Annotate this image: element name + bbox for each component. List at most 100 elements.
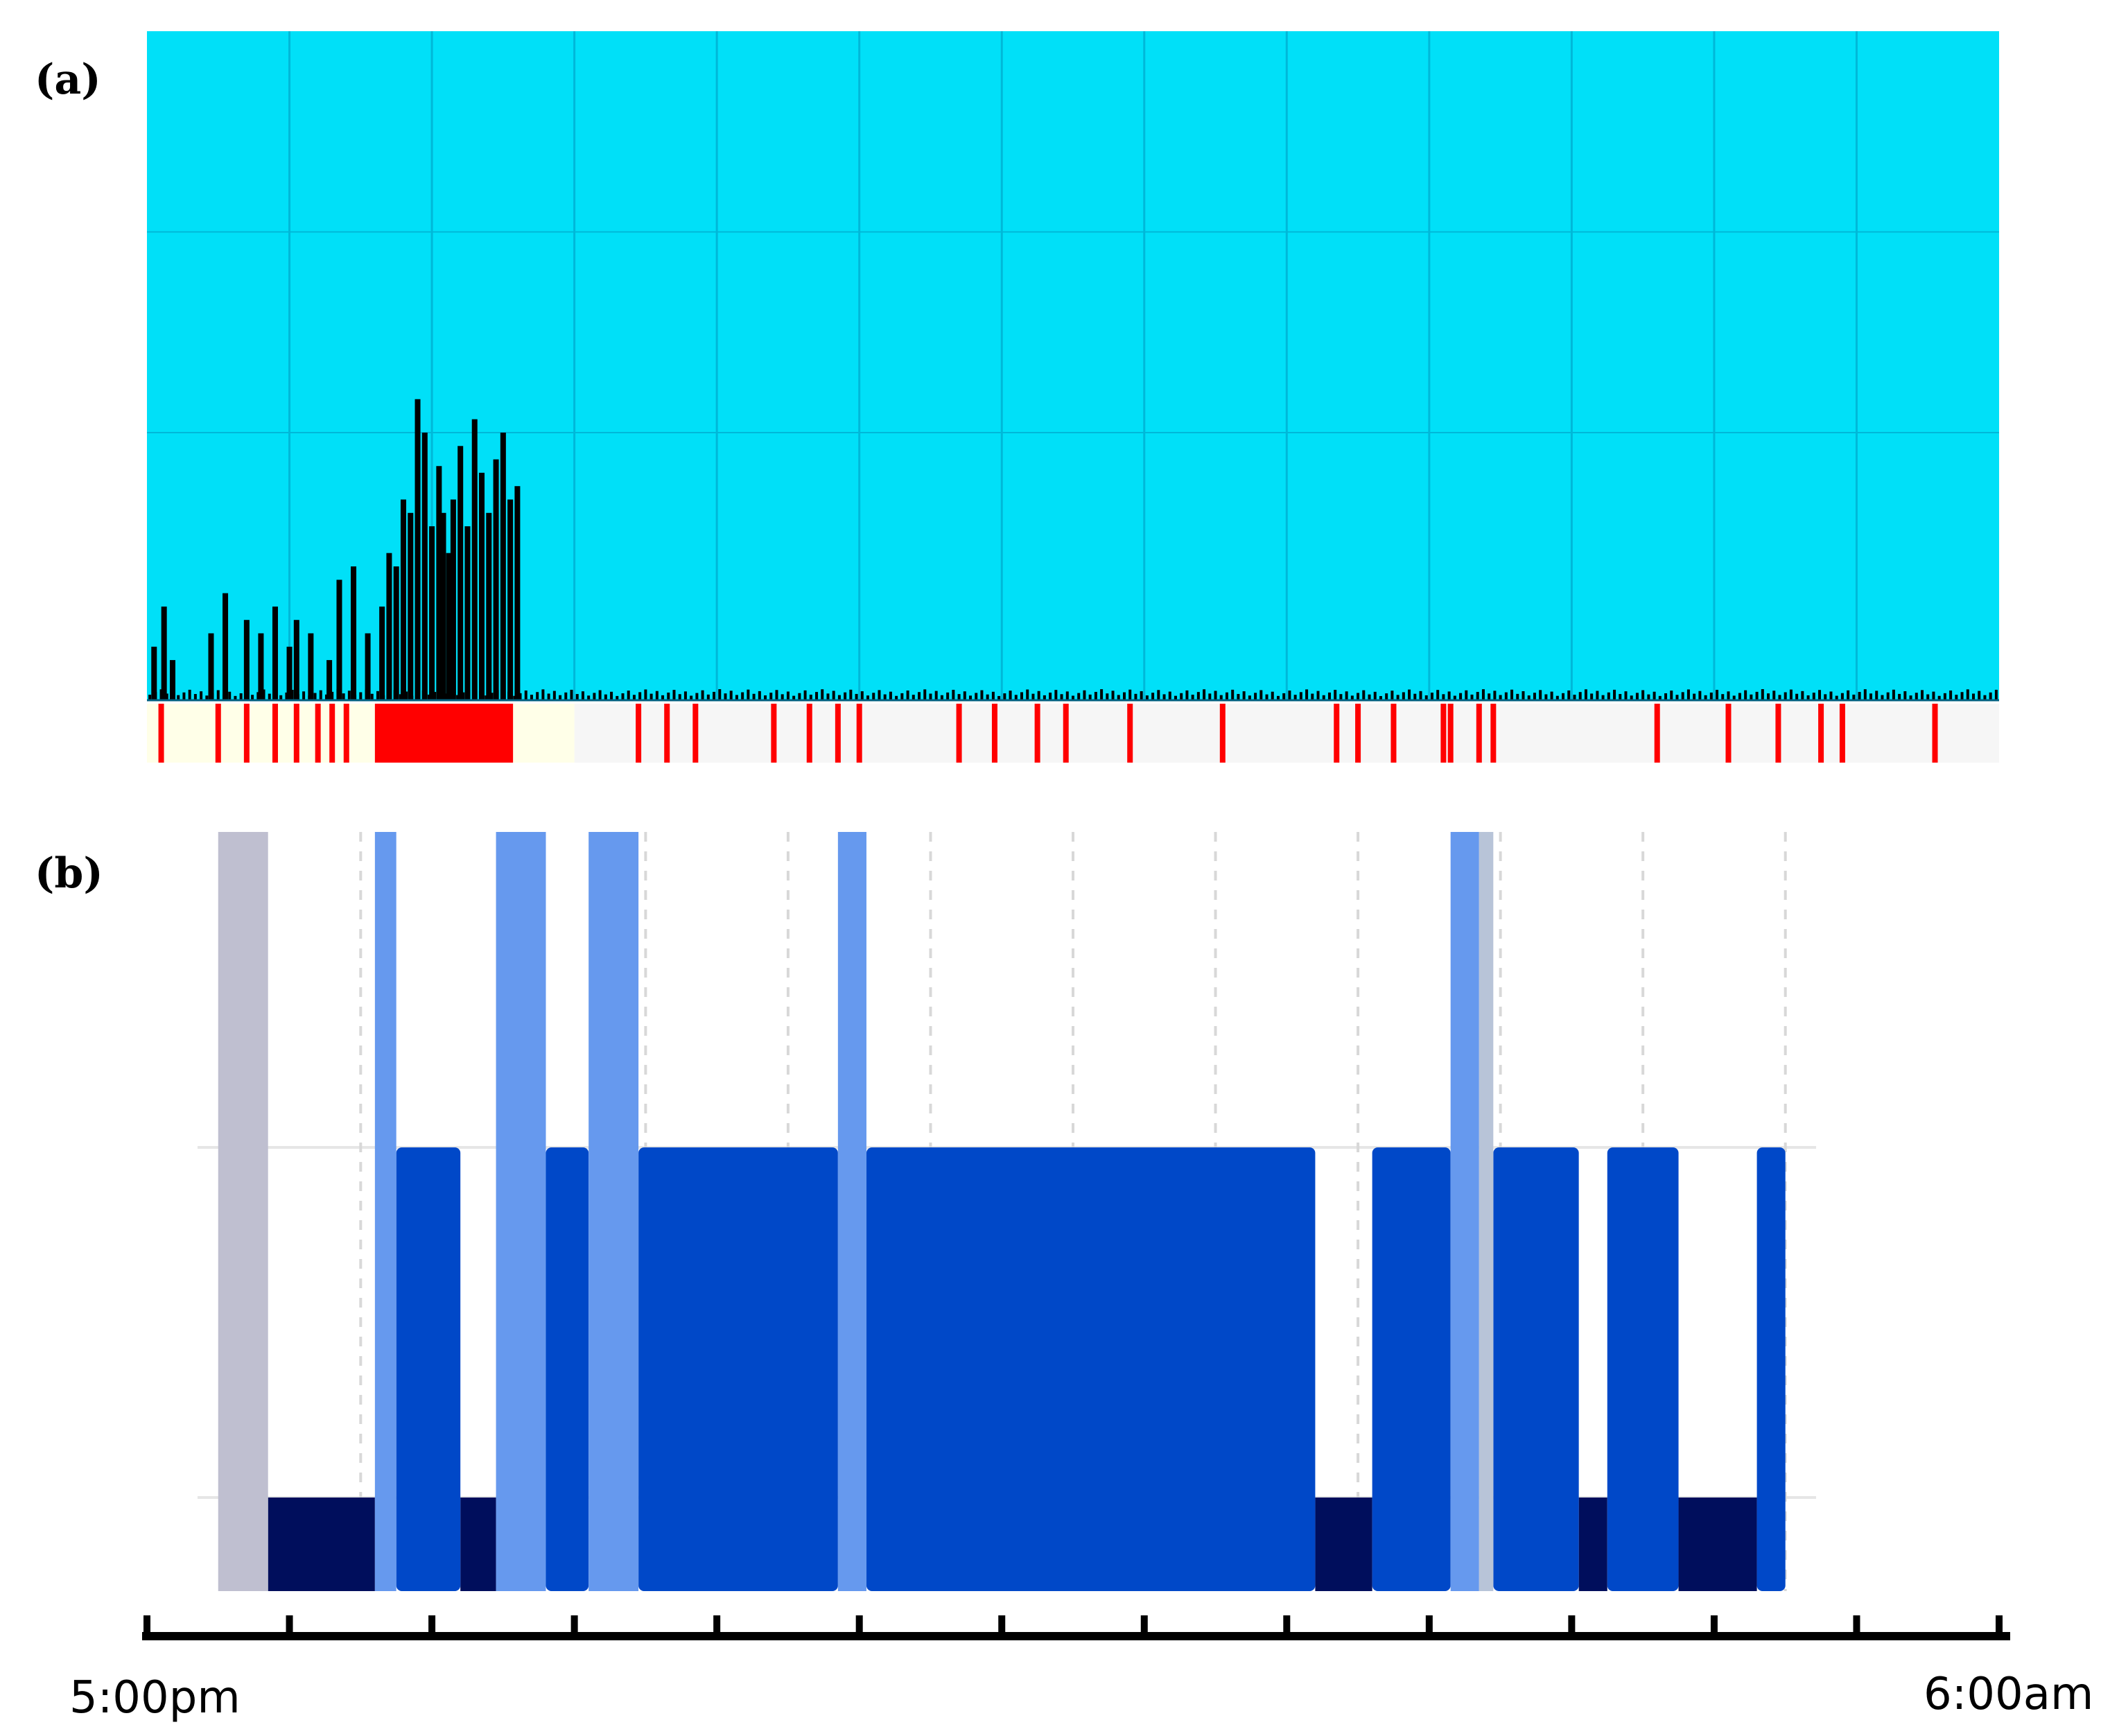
- stage-segment-light: [374, 832, 396, 1591]
- activity-bar: [239, 693, 243, 700]
- activity-bar: [467, 689, 471, 700]
- activity-bar: [462, 692, 465, 700]
- marker-tick: [158, 704, 164, 763]
- marker-tick: [692, 704, 699, 763]
- activity-bar: [440, 512, 446, 700]
- activity-bar: [188, 689, 191, 700]
- stage-segment-deep: [1678, 1498, 1757, 1591]
- x-start-label: 5:00pm: [69, 1672, 241, 1724]
- activity-bar: [272, 606, 278, 700]
- activity-bar: [536, 692, 539, 700]
- activity-bar: [1989, 692, 1992, 700]
- stage-segment-light: [1450, 832, 1479, 1591]
- stage-segment-deep: [1315, 1498, 1372, 1591]
- activity-bar: [324, 694, 328, 700]
- activity-bar: [1293, 695, 1297, 700]
- stage-segment-awake: [218, 832, 268, 1591]
- time-axis: [142, 1615, 2010, 1640]
- activity-bar: [1635, 693, 1639, 700]
- activity-bar: [1083, 690, 1086, 700]
- activity-bar: [405, 691, 408, 700]
- activity-bar: [1072, 695, 1074, 700]
- activity-bar: [1812, 693, 1815, 700]
- marker-tick: [1440, 704, 1447, 763]
- activity-bar: [446, 553, 452, 700]
- marker-tick: [1775, 704, 1781, 763]
- activity-bar: [1727, 691, 1730, 700]
- activity-bar: [735, 695, 738, 700]
- activity-bar: [1863, 689, 1867, 700]
- activity-bar: [1978, 691, 1981, 700]
- activity-bar: [410, 695, 414, 700]
- activity-bar: [769, 693, 773, 700]
- activity-bar: [1966, 689, 1969, 700]
- activity-bar: [552, 691, 556, 700]
- activity-bar: [1237, 693, 1240, 700]
- activity-bar: [234, 695, 237, 700]
- activity-bar: [1447, 691, 1451, 700]
- marker-tick: [379, 704, 385, 763]
- activity-bar: [1037, 691, 1040, 700]
- activity-bar: [500, 433, 506, 700]
- activity-bar: [1658, 695, 1662, 700]
- activity-bar: [1539, 690, 1542, 700]
- activity-bar: [621, 693, 625, 700]
- activity-bar: [165, 693, 168, 700]
- activity-bar: [1562, 693, 1565, 700]
- activity-bar: [1550, 691, 1553, 700]
- activity-bar: [1886, 692, 1890, 700]
- marker-tick: [1490, 704, 1497, 763]
- activity-bar: [393, 566, 399, 700]
- activity-bar: [1767, 693, 1770, 700]
- activity-bar: [792, 695, 796, 700]
- activity-bar: [365, 689, 368, 700]
- activity-bar: [781, 694, 784, 700]
- activity-bar: [747, 689, 750, 700]
- activity-bar: [1510, 689, 1514, 700]
- activity-bar: [1282, 693, 1286, 700]
- activity-bar: [1088, 694, 1092, 700]
- activity-bar: [1647, 694, 1650, 700]
- activity-bar: [205, 695, 209, 700]
- activity-bar: [268, 693, 271, 700]
- activity-bar: [1191, 695, 1194, 700]
- activity-bar: [331, 691, 334, 700]
- activity-bar: [308, 695, 311, 700]
- activity-bar: [342, 693, 345, 700]
- activity-bar: [1402, 692, 1405, 700]
- activity-bar: [1339, 694, 1343, 700]
- stage-segment-deep: [460, 1498, 496, 1591]
- activity-bar: [1106, 693, 1109, 700]
- stage-segment-main: [546, 1147, 589, 1591]
- marker-tick: [806, 704, 812, 763]
- activity-bar: [957, 694, 961, 700]
- activity-bar: [809, 694, 812, 700]
- activity-bar: [900, 693, 904, 700]
- marker-tick: [215, 704, 221, 763]
- activity-bar: [1128, 689, 1132, 700]
- activity-bar: [1424, 695, 1428, 700]
- panel-b-label: (b): [35, 849, 103, 898]
- activity-bar: [319, 690, 322, 700]
- marker-tick: [421, 704, 428, 763]
- activity-bar: [718, 689, 722, 700]
- activity-bar: [223, 593, 229, 700]
- marker-tick: [293, 704, 299, 763]
- activity-bar: [290, 690, 294, 700]
- panel-a: [147, 31, 1999, 763]
- activity-bar: [530, 695, 533, 700]
- activity-bar: [826, 693, 830, 700]
- activity-bar: [496, 690, 499, 700]
- activity-bar: [490, 693, 494, 700]
- activity-bar: [581, 691, 584, 700]
- activity-bar: [667, 692, 670, 700]
- activity-bar: [285, 692, 288, 700]
- activity-bar: [507, 499, 514, 700]
- activity-bar: [1122, 692, 1126, 700]
- activity-bar: [1065, 691, 1069, 700]
- marker-tick: [243, 704, 250, 763]
- activity-bar: [514, 486, 521, 700]
- activity-bar: [251, 695, 254, 700]
- activity-bar: [200, 691, 203, 700]
- activity-bar: [1704, 695, 1707, 700]
